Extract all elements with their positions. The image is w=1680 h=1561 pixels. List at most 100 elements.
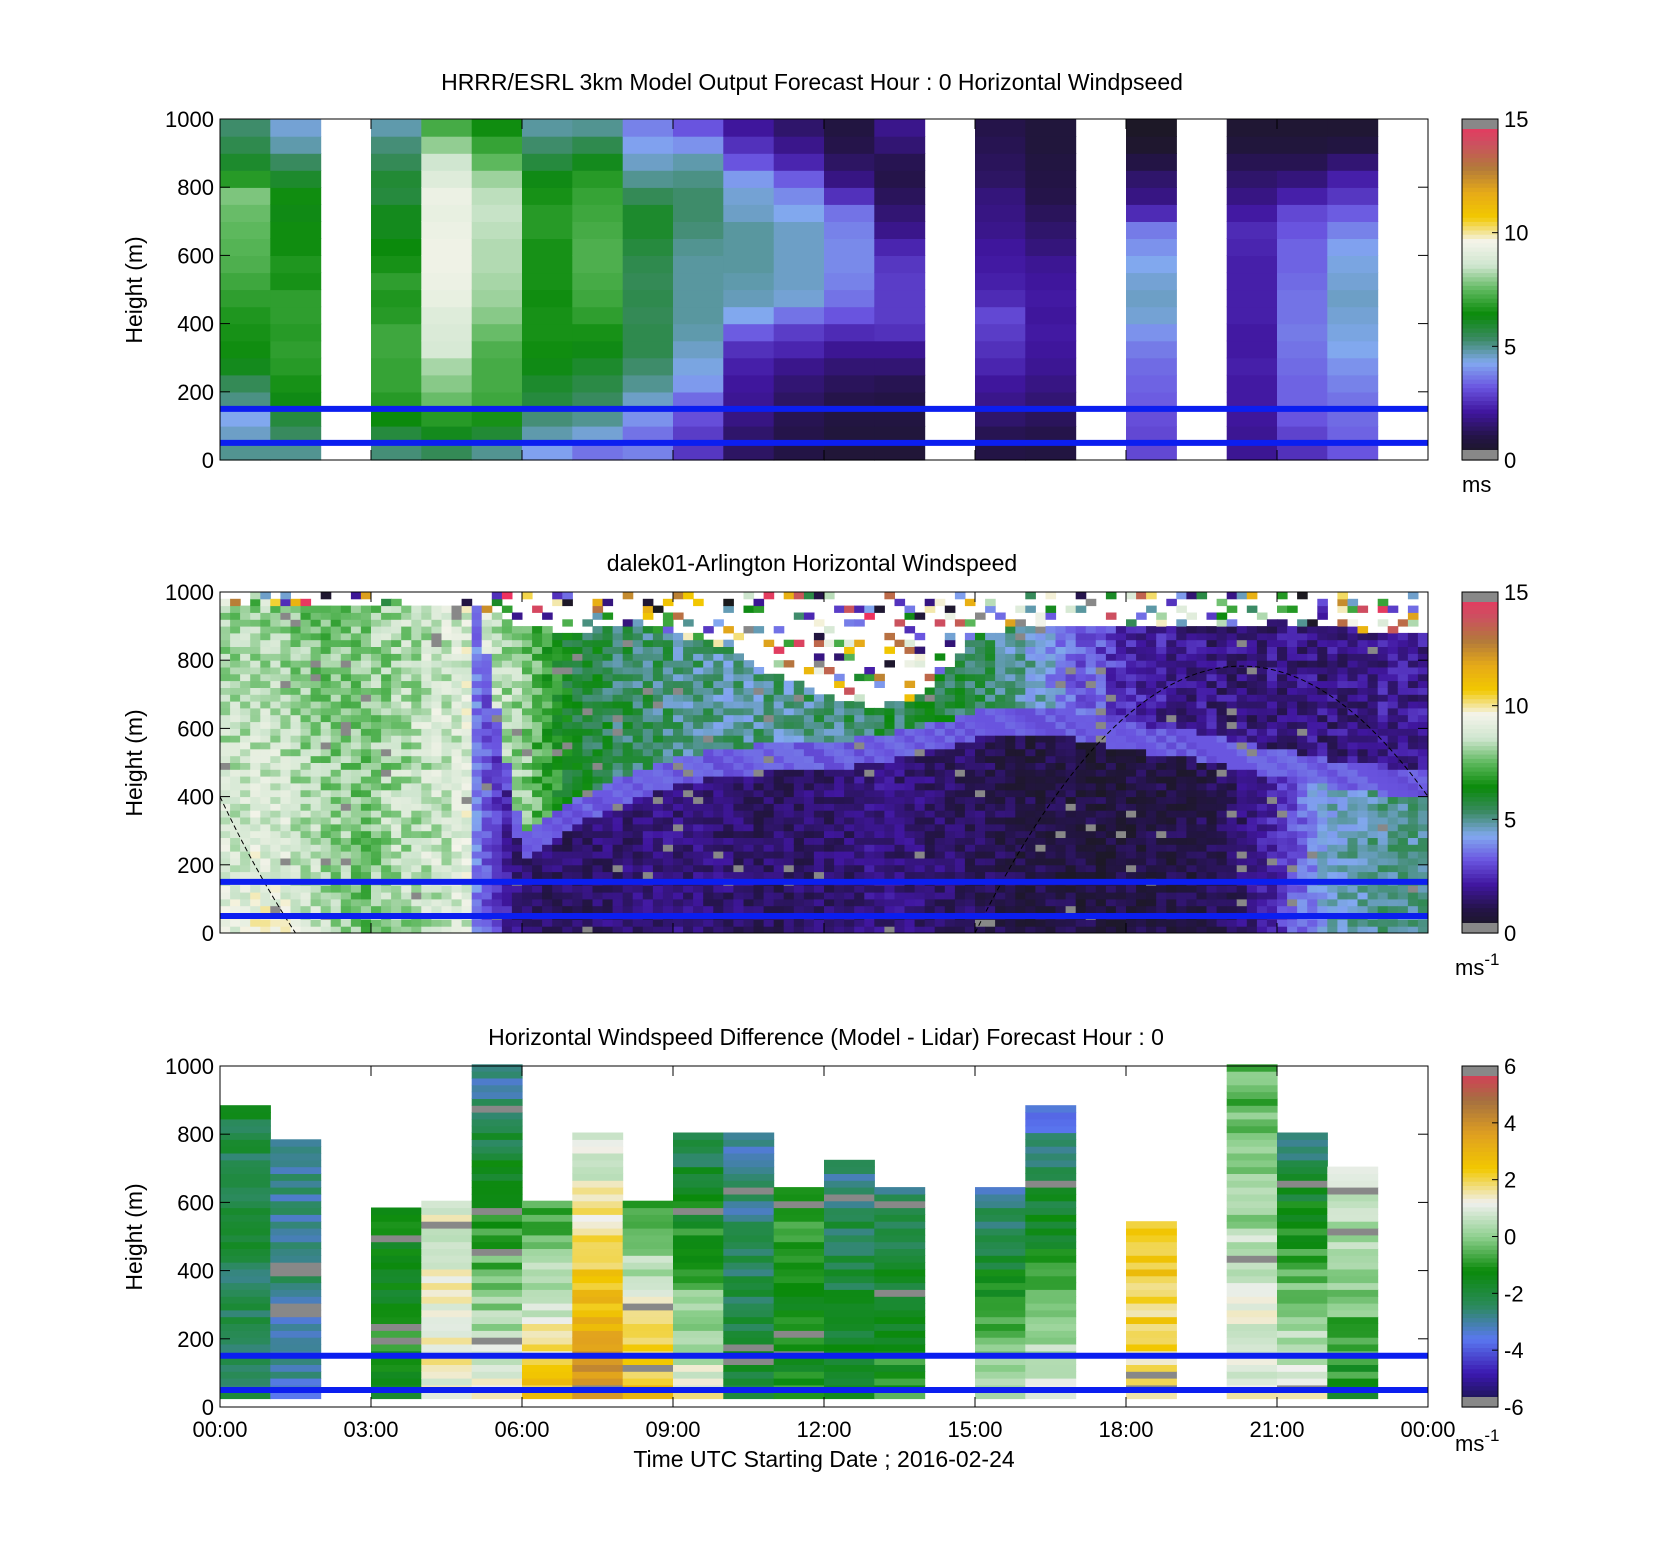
heatmap-cell (1005, 660, 1016, 668)
heatmap-cell (431, 748, 442, 757)
heatmap-cell (461, 598, 473, 607)
heatmap-cell (481, 626, 493, 634)
heatmap-cell (471, 612, 483, 620)
colorbar-segment (1462, 127, 1498, 133)
heatmap-cell (773, 755, 785, 763)
heatmap-cell (562, 851, 573, 859)
heatmap-cell (813, 721, 825, 729)
heatmap-cell (723, 255, 775, 274)
colorbar-segment (1462, 161, 1498, 167)
heatmap-cell (914, 783, 926, 791)
heatmap-cell (552, 803, 563, 811)
colorbar-segment (1462, 357, 1498, 363)
heatmap-cell (662, 701, 674, 709)
heatmap-cell (300, 898, 312, 907)
heatmap-cell (964, 728, 976, 736)
heatmap-cell (1136, 714, 1147, 723)
heatmap-cell (300, 680, 312, 688)
heatmap-cell (1035, 653, 1046, 661)
heatmap-cell (572, 221, 624, 239)
heatmap-cell (260, 605, 271, 613)
heatmap-cell (1126, 858, 1137, 866)
heatmap-cell (1025, 728, 1036, 736)
heatmap-cell (673, 238, 724, 256)
heatmap-cell (1035, 687, 1046, 695)
heatmap-cell (501, 673, 513, 682)
heatmap-cell (522, 255, 573, 274)
heatmap-cell (602, 830, 614, 838)
heatmap-cell (371, 858, 382, 866)
heatmap-cell (310, 762, 322, 770)
heatmap-cell (662, 810, 674, 818)
heatmap-cell (220, 707, 231, 716)
heatmap-cell (652, 817, 664, 825)
reference-lines (220, 405, 1428, 446)
heatmap-cell (773, 153, 825, 171)
heatmap-cell (723, 905, 734, 913)
heatmap-cell (1126, 673, 1137, 682)
heatmap-cell (280, 707, 291, 716)
heatmap-cell (1206, 844, 1218, 852)
heatmap-cell (673, 153, 724, 171)
heatmap-cell (371, 323, 422, 342)
heatmap-cell (693, 783, 704, 791)
heatmap-cell (622, 680, 634, 688)
heatmap-cell (753, 605, 765, 613)
heatmap-cell (1025, 136, 1077, 154)
heatmap-cell (421, 221, 473, 239)
heatmap-cell (1277, 170, 1328, 188)
colorbar-segment (1462, 298, 1498, 303)
heatmap-cell (743, 789, 755, 798)
heatmap-cell (703, 789, 714, 798)
heatmap-cell (1095, 694, 1107, 702)
heatmap-cell (975, 391, 1026, 410)
heatmap-cell (532, 673, 543, 682)
heatmap-cell (753, 871, 765, 879)
heatmap-cell (954, 783, 966, 791)
heatmap-cell (914, 898, 926, 907)
heatmap-cell (1126, 680, 1137, 688)
heatmap-cell (431, 667, 442, 675)
heatmap-cell (270, 796, 281, 804)
colorbar-segment (1462, 447, 1498, 453)
heatmap-cell (491, 898, 503, 907)
heatmap-cell (562, 680, 573, 688)
heatmap-cell (310, 885, 322, 893)
heatmap-cell (944, 667, 956, 675)
heatmap-cell (1327, 289, 1379, 308)
heatmap-cell (914, 660, 926, 668)
heatmap-cell (1166, 626, 1177, 634)
heatmap-cell (834, 776, 845, 784)
heatmap-cell (773, 374, 825, 393)
heatmap-cell (1105, 919, 1117, 927)
heatmap-cell (844, 646, 855, 654)
heatmap-cell (964, 885, 976, 893)
heatmap-cell (240, 735, 251, 743)
heatmap-cell (1327, 238, 1379, 256)
heatmap-cell (612, 639, 624, 647)
heatmap-cell (763, 748, 775, 757)
heatmap-cell (552, 632, 563, 641)
heatmap-cell (944, 817, 956, 825)
heatmap-cell (773, 425, 825, 444)
heatmap-cell (592, 667, 604, 675)
heatmap-cell (572, 694, 583, 702)
heatmap-cell (622, 742, 634, 750)
heatmap-cell (622, 892, 634, 900)
heatmap-cell (350, 605, 362, 613)
heatmap-cell (683, 639, 694, 647)
heatmap-cell (753, 803, 765, 811)
heatmap-cell (894, 851, 906, 859)
heatmap-cell (350, 721, 362, 729)
heatmap-cell (924, 714, 936, 723)
heatmap-cell (592, 919, 604, 927)
heatmap-cell (1095, 667, 1107, 675)
heatmap-cell (1065, 707, 1077, 716)
colorbar-frame (1461, 118, 1499, 461)
heatmap-cell (622, 714, 634, 723)
heatmap-cell (1186, 735, 1197, 743)
heatmap-cell (1196, 871, 1208, 879)
heatmap-cell (964, 776, 976, 784)
colorbar-segment (1462, 362, 1498, 367)
heatmap-cell (783, 680, 795, 688)
